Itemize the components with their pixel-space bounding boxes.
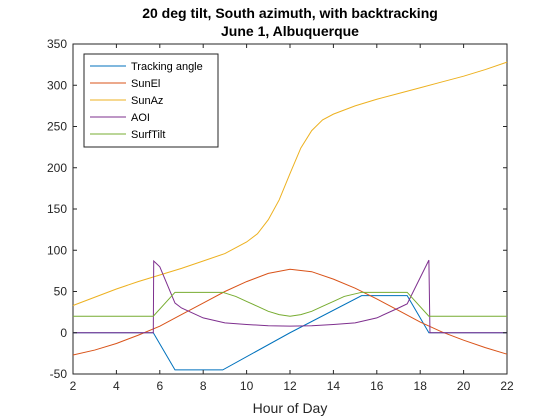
x-tick-label-7: 16 — [370, 379, 384, 393]
series-line-tracking-angle — [73, 295, 507, 371]
series-line-aoi — [73, 259, 507, 334]
y-tick-label-1: 0 — [60, 326, 67, 340]
x-tick-label-4: 10 — [240, 379, 254, 393]
x-tick-label-0: 2 — [70, 379, 77, 393]
series-line-sunel — [72, 268, 508, 356]
y-tick-label-7: 300 — [47, 78, 67, 92]
x-tick-label-6: 14 — [327, 379, 341, 393]
y-tick-label-0: -50 — [50, 367, 68, 381]
y-tick-label-5: 200 — [47, 161, 67, 175]
x-axis-label: Hour of Day — [253, 400, 328, 416]
chart-title-line-1: 20 deg tilt, South azimuth, with backtra… — [142, 5, 438, 21]
x-tick-label-8: 18 — [414, 379, 428, 393]
x-tick-label-2: 6 — [156, 379, 163, 393]
legend-label-1: SunEl — [131, 78, 160, 90]
y-tick-label-4: 150 — [47, 202, 67, 216]
y-tick-label-8: 350 — [47, 37, 67, 51]
ticks-layer: 2 4 6 8 10 12 14 16 18 20 22 -50 0 50 100 150 200 250 300 3… — [47, 37, 514, 393]
x-tick-label-5: 12 — [283, 379, 297, 393]
legend-label-2: SunAz — [131, 95, 163, 107]
legend-label-3: AOI — [131, 112, 150, 124]
x-tick-label-9: 20 — [457, 379, 471, 393]
y-tick-label-6: 250 — [47, 120, 67, 134]
legend: Tracking angle SunEl SunAz AOI SurfTilt — [83, 53, 219, 148]
y-tick-label-2: 50 — [54, 285, 68, 299]
x-tick-label-10: 22 — [500, 379, 514, 393]
series-line-sunaz — [72, 61, 508, 306]
series-line-surftilt — [73, 291, 507, 317]
x-tick-label-3: 8 — [200, 379, 207, 393]
x-tick-label-1: 4 — [113, 379, 120, 393]
legend-label-0: Tracking angle — [131, 61, 203, 73]
chart-title-line-2: June 1, Albuquerque — [221, 23, 359, 39]
series-layer — [72, 61, 508, 371]
y-tick-label-3: 100 — [47, 243, 67, 257]
legend-label-4: SurfTilt — [131, 129, 165, 141]
